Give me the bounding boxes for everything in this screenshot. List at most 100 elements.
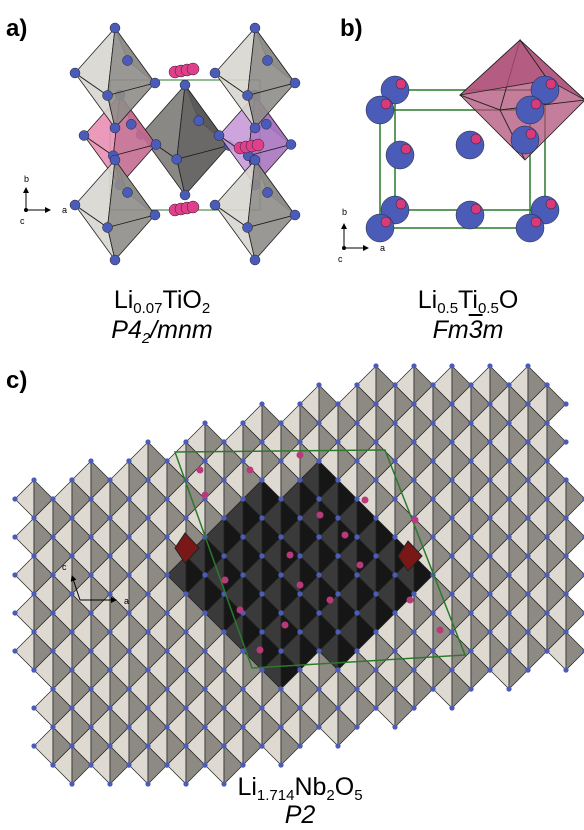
- atom: [196, 466, 204, 474]
- axis-label: c: [62, 562, 67, 572]
- atom: [179, 79, 191, 91]
- atom: [69, 477, 75, 483]
- atom: [373, 591, 379, 597]
- atom: [88, 572, 94, 578]
- formula-part: Ti: [458, 286, 478, 314]
- axis-label: b: [24, 174, 29, 184]
- atom: [69, 199, 81, 211]
- atom: [69, 515, 75, 521]
- atom: [525, 591, 531, 597]
- atom: [430, 496, 436, 502]
- atom: [88, 610, 94, 616]
- atom: [449, 705, 455, 711]
- atom: [107, 477, 113, 483]
- atom: [297, 629, 303, 635]
- atom: [487, 477, 493, 483]
- polyhedron-face: [247, 82, 297, 129]
- atom: [449, 401, 455, 407]
- atom: [365, 95, 395, 125]
- atom: [297, 591, 303, 597]
- atom: [289, 209, 301, 221]
- polyhedron-face: [33, 726, 54, 766]
- polyhedron-face: [176, 144, 231, 196]
- atom: [69, 629, 75, 635]
- atom: [278, 724, 284, 730]
- atom: [468, 420, 474, 426]
- atom: [341, 531, 349, 539]
- structure-c: [12, 363, 584, 787]
- atom: [563, 591, 569, 597]
- atom: [213, 130, 225, 141]
- atom: [525, 477, 531, 483]
- atom: [107, 705, 113, 711]
- atom: [525, 439, 531, 445]
- atom: [289, 77, 301, 89]
- atom: [449, 591, 455, 597]
- formula-part: O: [334, 773, 355, 801]
- atom: [449, 515, 455, 521]
- atom: [316, 458, 322, 464]
- panel-label: c): [6, 367, 27, 394]
- atom: [246, 466, 254, 474]
- atom: [335, 629, 341, 635]
- atom: [240, 686, 246, 692]
- atom: [335, 667, 341, 673]
- atom: [335, 477, 341, 483]
- atom: [449, 363, 455, 369]
- atom: [297, 401, 303, 407]
- atom: [316, 496, 322, 502]
- formula-part: m: [482, 316, 504, 344]
- atom: [12, 648, 18, 654]
- atom: [69, 553, 75, 559]
- atom: [107, 743, 113, 749]
- polyhedron-face: [107, 214, 157, 261]
- atom: [544, 382, 550, 388]
- atom: [411, 439, 417, 445]
- atom: [259, 477, 265, 483]
- atom: [145, 591, 151, 597]
- atom: [145, 781, 151, 787]
- atom: [88, 762, 94, 768]
- atom: [202, 610, 208, 616]
- atom: [259, 439, 265, 445]
- atom: [411, 516, 419, 524]
- atom: [259, 515, 265, 521]
- polyhedron-face: [565, 517, 584, 557]
- atom: [544, 534, 550, 540]
- polyhedron-face: [107, 82, 157, 129]
- axes-a: b a c: [20, 174, 67, 226]
- atom: [296, 451, 304, 459]
- subscript: 1.714: [256, 787, 295, 804]
- polyhedron-face: [565, 555, 584, 595]
- atom: [109, 122, 121, 134]
- atom: [202, 762, 208, 768]
- atom: [126, 648, 132, 654]
- formula-part: O: [498, 286, 519, 314]
- atom: [240, 458, 246, 464]
- atom: [240, 420, 246, 426]
- atom: [406, 596, 414, 604]
- atom: [50, 648, 56, 654]
- axis-label: a: [380, 243, 385, 253]
- atom: [392, 458, 398, 464]
- atom: [107, 591, 113, 597]
- atom: [286, 551, 294, 559]
- atom: [221, 553, 227, 559]
- atom: [126, 496, 132, 502]
- atom: [88, 686, 94, 692]
- atom: [335, 515, 341, 521]
- atom: [149, 77, 161, 89]
- polyhedron-face: [519, 39, 584, 100]
- atom: [164, 496, 170, 502]
- axes-b: b a c: [338, 207, 385, 264]
- atom: [563, 553, 569, 559]
- atom: [179, 189, 191, 201]
- atom: [563, 515, 569, 521]
- atom: [430, 610, 436, 616]
- atom: [506, 420, 512, 426]
- atom: [373, 401, 379, 407]
- atom: [411, 401, 417, 407]
- atom: [102, 90, 113, 101]
- atom: [563, 477, 569, 483]
- atom: [316, 511, 324, 519]
